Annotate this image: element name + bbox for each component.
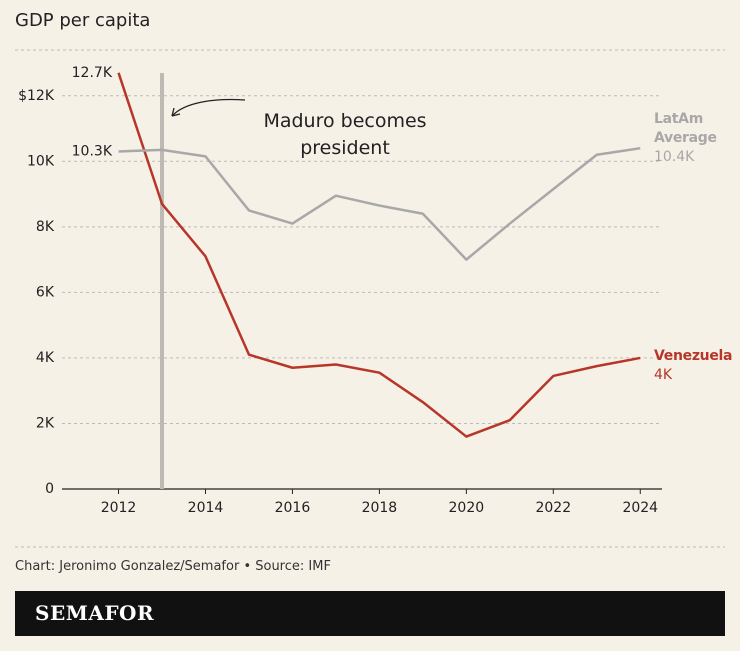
legend-label: LatAm Average (654, 111, 717, 147)
source: Chart: Jeronimo Gonzalez/Semafor • Sourc… (15, 559, 331, 574)
y-tick-label: 6K (36, 284, 55, 300)
x-tick-label: 2016 (275, 500, 311, 516)
value-label: 10.4K (654, 149, 695, 166)
value-label: 10.3K (72, 143, 113, 159)
x-tick-label: 2022 (535, 500, 571, 516)
y-tick-label: 2K (36, 415, 55, 431)
annotation-arrow (171, 98, 246, 117)
logo: SEMAFOR (35, 601, 155, 625)
y-tick-label: 0 (45, 481, 54, 497)
logo-bar: SEMAFOR (15, 591, 725, 636)
y-tick-label: 10K (27, 153, 55, 169)
series-line (118, 146, 641, 261)
chart-title: GDP per capita (15, 10, 151, 31)
legend-label: Venezuela (654, 347, 733, 364)
x-tick-label: 2018 (362, 500, 398, 516)
x-tick-label: 2012 (101, 500, 137, 516)
annotation-text: Maduro becomes president (263, 110, 427, 159)
value-label: 4K (654, 366, 673, 383)
x-tick-label: 2024 (622, 500, 658, 516)
value-label: 12.7K (72, 65, 113, 81)
series-line (117, 72, 641, 438)
x-tick-label: 2014 (188, 500, 224, 516)
x-tick-label: 2020 (449, 500, 485, 516)
y-tick-label: 4K (36, 350, 55, 366)
y-tick-label: 8K (36, 219, 55, 235)
annotation-arrowhead (171, 107, 181, 117)
y-tick-label: $12K (18, 88, 55, 104)
